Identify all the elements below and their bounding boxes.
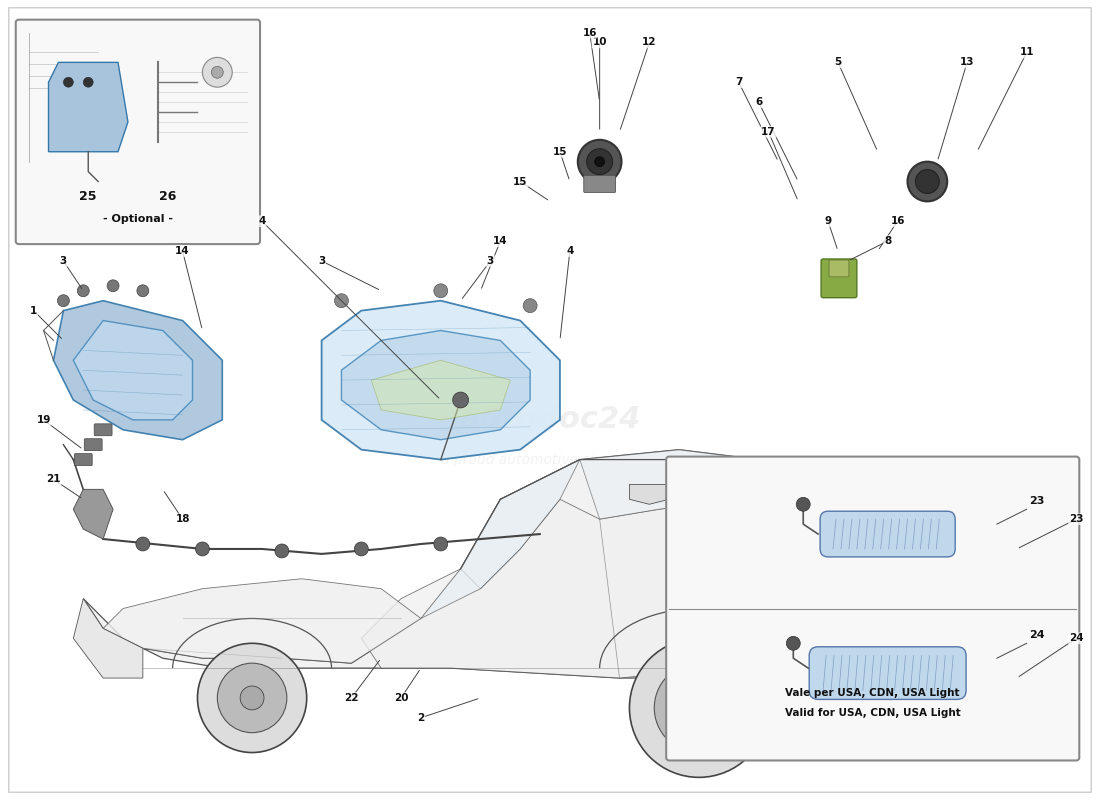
FancyBboxPatch shape [75, 454, 92, 466]
Text: a proud automotive since 1986: a proud automotive since 1986 [441, 453, 659, 466]
Text: 11: 11 [1020, 47, 1034, 58]
FancyBboxPatch shape [584, 175, 616, 193]
Text: 6: 6 [755, 97, 762, 107]
Text: 14: 14 [493, 236, 508, 246]
Text: Valid for USA, CDN, USA Light: Valid for USA, CDN, USA Light [785, 708, 960, 718]
Polygon shape [818, 658, 878, 708]
Text: 1: 1 [30, 306, 37, 316]
Polygon shape [74, 598, 143, 678]
Text: 24: 24 [1028, 630, 1044, 640]
Text: 25: 25 [79, 190, 97, 203]
Circle shape [524, 298, 537, 313]
Circle shape [586, 149, 613, 174]
Text: 3: 3 [59, 256, 67, 266]
FancyBboxPatch shape [95, 424, 112, 436]
Circle shape [136, 537, 150, 551]
Text: 7: 7 [735, 78, 743, 87]
Text: autodoc24: autodoc24 [460, 406, 640, 434]
FancyBboxPatch shape [667, 457, 1079, 761]
Circle shape [629, 638, 769, 778]
Polygon shape [361, 490, 848, 678]
FancyBboxPatch shape [821, 511, 955, 557]
FancyBboxPatch shape [821, 259, 857, 298]
Text: 23: 23 [1069, 514, 1084, 524]
Text: 4: 4 [258, 216, 266, 226]
Circle shape [218, 663, 287, 733]
Polygon shape [421, 459, 580, 618]
Polygon shape [84, 450, 878, 678]
Circle shape [578, 140, 621, 183]
Text: 3: 3 [318, 256, 326, 266]
Text: 16: 16 [583, 27, 597, 38]
Circle shape [684, 693, 714, 722]
Circle shape [211, 66, 223, 78]
Circle shape [654, 663, 744, 753]
FancyBboxPatch shape [829, 260, 849, 277]
Polygon shape [372, 360, 510, 420]
Text: 24: 24 [1069, 634, 1084, 643]
Text: 22: 22 [344, 693, 359, 703]
Text: 16: 16 [890, 216, 905, 226]
Text: 17: 17 [761, 127, 776, 137]
Circle shape [107, 280, 119, 292]
Polygon shape [54, 301, 222, 440]
Circle shape [786, 636, 801, 650]
Text: Vale per USA, CDN, USA Light: Vale per USA, CDN, USA Light [785, 688, 960, 698]
Text: 9: 9 [825, 216, 832, 226]
Circle shape [84, 78, 94, 87]
Text: 5: 5 [835, 58, 842, 67]
Polygon shape [580, 450, 779, 519]
Circle shape [915, 170, 939, 194]
Circle shape [196, 542, 209, 556]
Circle shape [136, 285, 149, 297]
FancyBboxPatch shape [810, 646, 966, 699]
Text: 26: 26 [160, 190, 176, 203]
Text: 15: 15 [513, 177, 528, 186]
Text: 2: 2 [417, 713, 425, 722]
Text: 4: 4 [566, 246, 573, 256]
Text: 18: 18 [175, 514, 190, 524]
Circle shape [77, 285, 89, 297]
Text: 15: 15 [552, 146, 568, 157]
Polygon shape [103, 578, 421, 663]
Circle shape [595, 157, 605, 166]
Circle shape [433, 284, 448, 298]
Text: 14: 14 [175, 246, 190, 256]
Circle shape [240, 686, 264, 710]
Circle shape [433, 537, 448, 551]
Circle shape [354, 542, 368, 556]
Text: 12: 12 [642, 38, 657, 47]
Text: 21: 21 [46, 474, 60, 485]
Circle shape [908, 162, 947, 202]
Text: 8: 8 [884, 236, 891, 246]
FancyBboxPatch shape [85, 438, 102, 450]
Circle shape [198, 643, 307, 753]
Polygon shape [321, 301, 560, 459]
Text: 3: 3 [487, 256, 494, 266]
Circle shape [453, 392, 469, 408]
Polygon shape [74, 490, 113, 539]
Polygon shape [341, 330, 530, 440]
Text: 13: 13 [960, 58, 975, 67]
Text: 23: 23 [1028, 496, 1044, 506]
Circle shape [334, 294, 349, 308]
Circle shape [202, 58, 232, 87]
Text: 10: 10 [593, 38, 607, 47]
Polygon shape [48, 62, 128, 152]
Circle shape [57, 294, 69, 306]
Text: - Optional -: - Optional - [103, 214, 173, 224]
Text: 20: 20 [394, 693, 408, 703]
Polygon shape [629, 485, 669, 504]
Circle shape [796, 498, 811, 511]
Polygon shape [74, 321, 192, 420]
Text: 19: 19 [36, 415, 51, 425]
Circle shape [275, 544, 289, 558]
Circle shape [64, 78, 74, 87]
FancyBboxPatch shape [15, 20, 260, 244]
